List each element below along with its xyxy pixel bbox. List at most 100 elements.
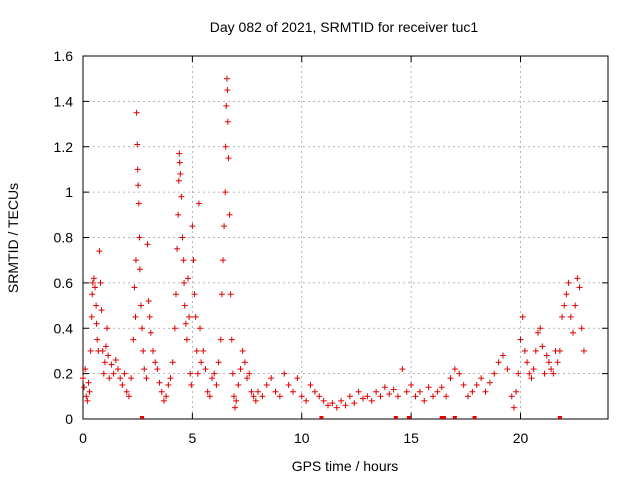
data-point bbox=[434, 388, 441, 395]
data-point bbox=[176, 159, 183, 166]
data-point bbox=[101, 359, 108, 366]
data-point bbox=[545, 359, 552, 366]
x-tick-label: 15 bbox=[403, 430, 419, 446]
data-point bbox=[224, 87, 231, 94]
data-point bbox=[179, 234, 186, 241]
data-point bbox=[524, 359, 531, 366]
data-point bbox=[541, 370, 548, 377]
data-point bbox=[175, 211, 182, 218]
data-point bbox=[465, 393, 471, 400]
data-point bbox=[134, 166, 141, 173]
data-point bbox=[519, 313, 526, 320]
y-axis-label: SRMTID / TECUs bbox=[5, 183, 21, 293]
data-point bbox=[229, 370, 236, 377]
data-point bbox=[223, 102, 230, 109]
data-point bbox=[430, 393, 436, 400]
data-point bbox=[88, 313, 95, 320]
data-point bbox=[500, 352, 506, 359]
data-point bbox=[90, 275, 97, 282]
data-point bbox=[180, 257, 187, 264]
data-point bbox=[215, 359, 222, 366]
data-point bbox=[550, 370, 557, 377]
data-point bbox=[395, 393, 401, 400]
data-point bbox=[469, 388, 476, 395]
data-point bbox=[329, 400, 336, 407]
data-point bbox=[217, 336, 224, 343]
data-point bbox=[528, 375, 535, 382]
y-tick-label: 0.4 bbox=[54, 320, 74, 336]
data-point bbox=[87, 347, 94, 354]
data-point bbox=[246, 370, 253, 377]
data-point bbox=[543, 352, 550, 359]
data-point bbox=[508, 393, 515, 400]
data-point bbox=[530, 366, 537, 373]
data-point bbox=[145, 298, 152, 305]
data-point bbox=[221, 223, 228, 230]
data-point bbox=[174, 245, 181, 252]
data-point bbox=[460, 381, 467, 388]
data-point bbox=[89, 279, 96, 286]
data-point bbox=[115, 366, 121, 373]
y-tick-label: 0.2 bbox=[54, 366, 74, 382]
zero-point bbox=[441, 416, 446, 419]
data-point bbox=[92, 284, 99, 291]
data-point bbox=[244, 375, 251, 382]
chart-title: Day 082 of 2021, SRMTID for receiver tuc… bbox=[210, 19, 479, 35]
data-point bbox=[100, 370, 107, 377]
data-point bbox=[233, 397, 240, 404]
data-point bbox=[137, 302, 144, 309]
data-point bbox=[136, 266, 143, 273]
data-point bbox=[132, 257, 139, 264]
data-point bbox=[172, 291, 179, 298]
zero-point bbox=[472, 416, 477, 419]
data-point bbox=[272, 388, 279, 395]
data-point bbox=[227, 291, 234, 298]
data-point bbox=[294, 375, 301, 382]
data-point bbox=[539, 343, 546, 350]
data-point bbox=[521, 347, 528, 354]
data-point bbox=[112, 357, 119, 364]
data-point bbox=[211, 370, 218, 377]
data-point bbox=[443, 393, 450, 400]
data-point bbox=[175, 177, 182, 184]
data-point bbox=[183, 336, 190, 343]
data-point bbox=[548, 366, 555, 373]
data-point bbox=[239, 347, 246, 354]
data-point bbox=[559, 313, 566, 320]
data-point bbox=[186, 313, 193, 320]
data-point bbox=[567, 313, 574, 320]
data-point bbox=[163, 393, 170, 400]
data-point bbox=[248, 388, 255, 395]
data-point bbox=[82, 366, 89, 373]
data-point bbox=[403, 388, 410, 395]
zero-point bbox=[439, 416, 444, 419]
data-point bbox=[191, 291, 198, 298]
zero-point bbox=[140, 416, 145, 419]
data-point bbox=[147, 329, 154, 336]
data-point bbox=[123, 388, 130, 395]
data-point bbox=[478, 375, 485, 382]
data-point bbox=[141, 366, 148, 373]
y-tick-label: 1.4 bbox=[54, 93, 74, 109]
data-point bbox=[351, 400, 358, 407]
data-point bbox=[473, 381, 480, 388]
data-point bbox=[158, 388, 165, 395]
x-tick-label: 10 bbox=[294, 430, 310, 446]
data-point bbox=[399, 366, 406, 373]
data-point bbox=[135, 182, 142, 189]
data-point bbox=[198, 359, 205, 366]
data-point bbox=[93, 302, 100, 309]
data-point bbox=[134, 141, 141, 148]
data-point bbox=[320, 397, 327, 404]
data-point bbox=[197, 325, 204, 332]
data-point bbox=[364, 393, 371, 400]
data-point bbox=[230, 393, 237, 400]
data-points bbox=[80, 75, 587, 419]
zero-point bbox=[557, 416, 562, 419]
data-point bbox=[421, 397, 428, 404]
data-point bbox=[85, 379, 92, 386]
y-tick-label: 0.6 bbox=[54, 275, 74, 291]
data-point bbox=[576, 284, 583, 291]
data-point bbox=[298, 393, 305, 400]
data-point bbox=[102, 343, 109, 350]
